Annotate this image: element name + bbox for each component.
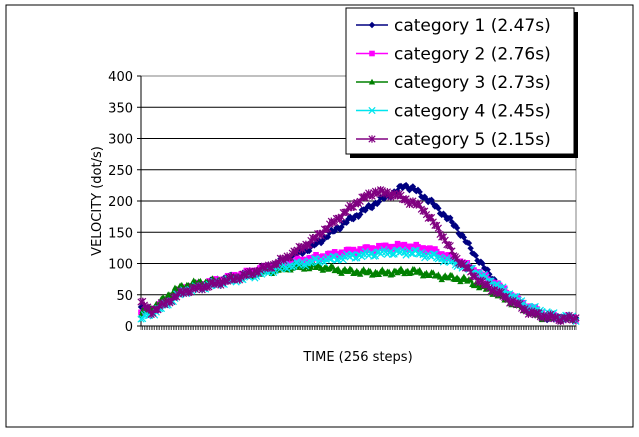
y-tick-label: 200 (108, 195, 133, 210)
legend-label: category 2 (2.76s) (394, 45, 551, 65)
legend-item: category 4 (2.45s) (356, 102, 551, 122)
data-point (420, 245, 426, 251)
data-point (382, 242, 389, 249)
data-point (414, 186, 422, 194)
data-point (445, 252, 452, 258)
data-point (368, 78, 376, 85)
data-point (440, 210, 447, 217)
data-point (501, 286, 509, 294)
y-tick-label: 50 (116, 289, 133, 304)
data-point (531, 302, 539, 311)
data-point (137, 315, 145, 323)
data-point (409, 183, 417, 190)
legend-label: category 5 (2.15s) (394, 130, 551, 150)
data-point (346, 213, 354, 220)
legend-item: category 1 (2.47s) (356, 16, 551, 36)
x-axis-label: TIME (256 steps) (302, 350, 412, 365)
data-point (416, 188, 423, 196)
y-tick-label: 250 (108, 164, 133, 179)
data-point (389, 271, 396, 277)
data-point (421, 193, 428, 200)
data-point (139, 302, 146, 309)
series-group (137, 181, 580, 325)
data-point (438, 251, 445, 257)
x-axis-ticks (140, 326, 577, 330)
data-point (307, 259, 315, 267)
data-point (407, 269, 415, 276)
legend-box (345, 7, 575, 155)
y-axis-ticks: 0 50 100 150 200 250 300 350 400 (108, 70, 576, 335)
data-point (355, 213, 362, 220)
data-point (465, 239, 473, 247)
y-tick-label: 300 (108, 133, 133, 148)
data-point (453, 224, 461, 232)
legend-item: category 2 (2.76s) (356, 45, 551, 65)
data-point (368, 106, 376, 115)
data-point (368, 135, 376, 143)
y-axis-label: VELOCITY (dot/s) (90, 146, 105, 256)
data-point (374, 245, 380, 252)
y-tick-label: 100 (108, 258, 133, 273)
data-point (139, 315, 147, 323)
data-point (452, 222, 459, 229)
data-point (467, 245, 474, 252)
legend-label: category 3 (2.73s) (394, 73, 551, 93)
data-point (483, 272, 489, 278)
data-point (368, 21, 376, 29)
data-point (527, 303, 533, 310)
data-point (415, 244, 421, 250)
data-point (423, 196, 430, 203)
y-tick-label: 0 (125, 320, 133, 335)
data-point (434, 224, 442, 232)
data-point (326, 229, 333, 236)
y-tick-label: 400 (108, 70, 133, 85)
data-point (356, 271, 364, 277)
data-point (324, 233, 332, 241)
data-point (393, 243, 399, 250)
data-point (472, 252, 479, 259)
data-point (368, 204, 376, 212)
data-point (426, 272, 434, 278)
data-point (319, 237, 327, 244)
data-point (323, 254, 330, 261)
data-point (317, 239, 325, 247)
data-point (427, 245, 433, 251)
legend: category 1 (2.47s) category 2 (2.76s) cate… (345, 7, 578, 158)
data-point (363, 204, 371, 211)
y-tick-label: 150 (108, 226, 133, 241)
legend-item: category 5 (2.15s) (356, 130, 551, 150)
data-point (364, 244, 370, 250)
data-point (401, 241, 408, 248)
data-point (369, 50, 375, 57)
y-tick-label: 350 (108, 101, 133, 116)
data-point (572, 314, 580, 322)
data-point (306, 247, 313, 255)
data-point (431, 250, 439, 258)
data-point (424, 198, 432, 206)
grid-lines (141, 106, 576, 296)
legend-item: category 3 (2.73s) (356, 73, 551, 93)
data-point (435, 205, 442, 212)
data-point (406, 186, 413, 194)
legend-label: category 1 (2.47s) (394, 16, 551, 36)
data-point (467, 276, 474, 283)
legend-label: category 4 (2.45s) (394, 102, 551, 122)
series-5 (137, 186, 580, 325)
data-point (307, 264, 315, 270)
data-point (373, 200, 381, 208)
data-point (448, 218, 456, 226)
